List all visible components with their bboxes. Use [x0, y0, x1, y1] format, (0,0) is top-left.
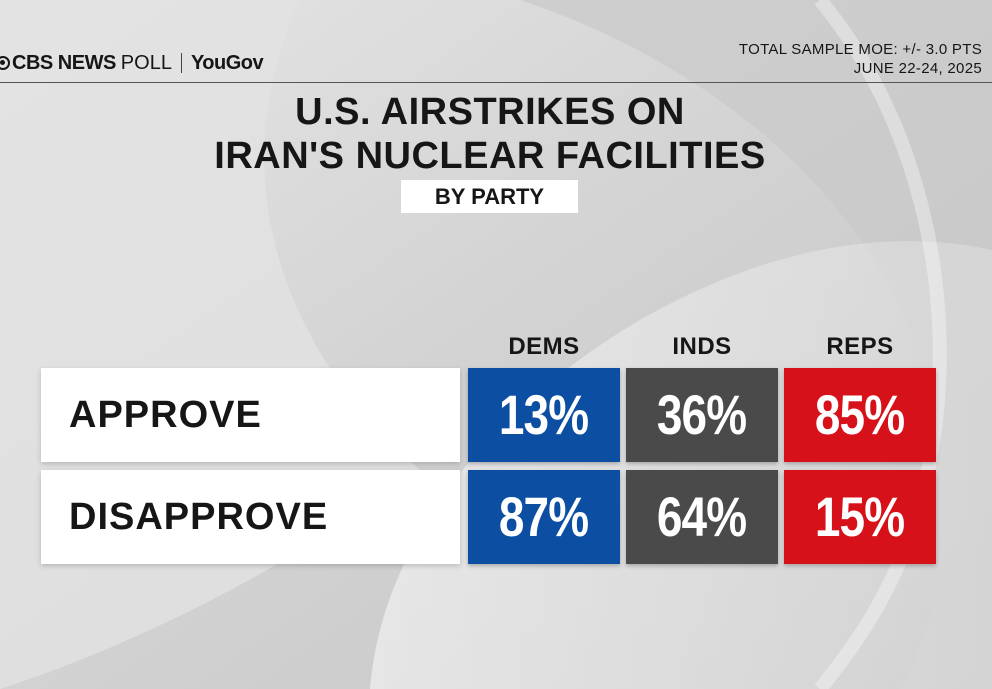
poll-dates: JUNE 22-24, 2025: [853, 60, 982, 77]
value-label: 64%: [657, 485, 747, 548]
column-header-dems: DEMS: [508, 333, 580, 360]
brand-network: CBS NEWS: [12, 51, 116, 74]
column-header-reps: REPS: [826, 333, 894, 360]
value-cell-approve-dems: 13%: [468, 368, 620, 462]
value-cell-approve-inds: 36%: [626, 368, 778, 462]
brand-partner: YouGov: [190, 51, 264, 74]
row-label-disapprove: DISAPPROVE: [41, 470, 460, 564]
title-line-2: IRAN'S NUCLEAR FACILITIES: [214, 135, 766, 177]
value-cell-disapprove-reps: 15%: [784, 470, 936, 564]
row-label-approve: APPROVE: [41, 368, 460, 462]
header-divider: [0, 82, 992, 83]
value-cell-disapprove-dems: 87%: [468, 470, 620, 564]
chart-subtitle: BY PARTY: [401, 180, 578, 213]
cbs-eye-icon: [0, 56, 10, 70]
value-label: 87%: [499, 485, 589, 548]
cbs-yougov-logo: CBS NEWS POLL YouGov: [0, 48, 264, 78]
header: CBS NEWS POLL YouGov TOTAL SAMPLE MOE: +…: [0, 0, 992, 84]
brand-poll: POLL: [120, 51, 172, 74]
value-label: 36%: [657, 383, 747, 446]
value-label: 15%: [815, 485, 905, 548]
value-cell-disapprove-inds: 64%: [626, 470, 778, 564]
poll-meta: TOTAL SAMPLE MOE: +/- 3.0 PTS JUNE 22-24…: [739, 40, 982, 78]
value-label: 85%: [815, 383, 905, 446]
row-label-text: APPROVE: [69, 394, 262, 436]
value-label: 13%: [499, 383, 589, 446]
row-label-text: DISAPPROVE: [69, 496, 329, 538]
brand-divider: [180, 53, 182, 73]
column-header-inds: INDS: [672, 333, 732, 360]
margin-of-error: TOTAL SAMPLE MOE: +/- 3.0 PTS: [738, 41, 982, 58]
chart-title: U.S. AIRSTRIKES ON IRAN'S NUCLEAR FACILI…: [140, 90, 840, 178]
value-cell-approve-reps: 85%: [784, 368, 936, 462]
title-line-1: U.S. AIRSTRIKES ON: [295, 91, 685, 133]
